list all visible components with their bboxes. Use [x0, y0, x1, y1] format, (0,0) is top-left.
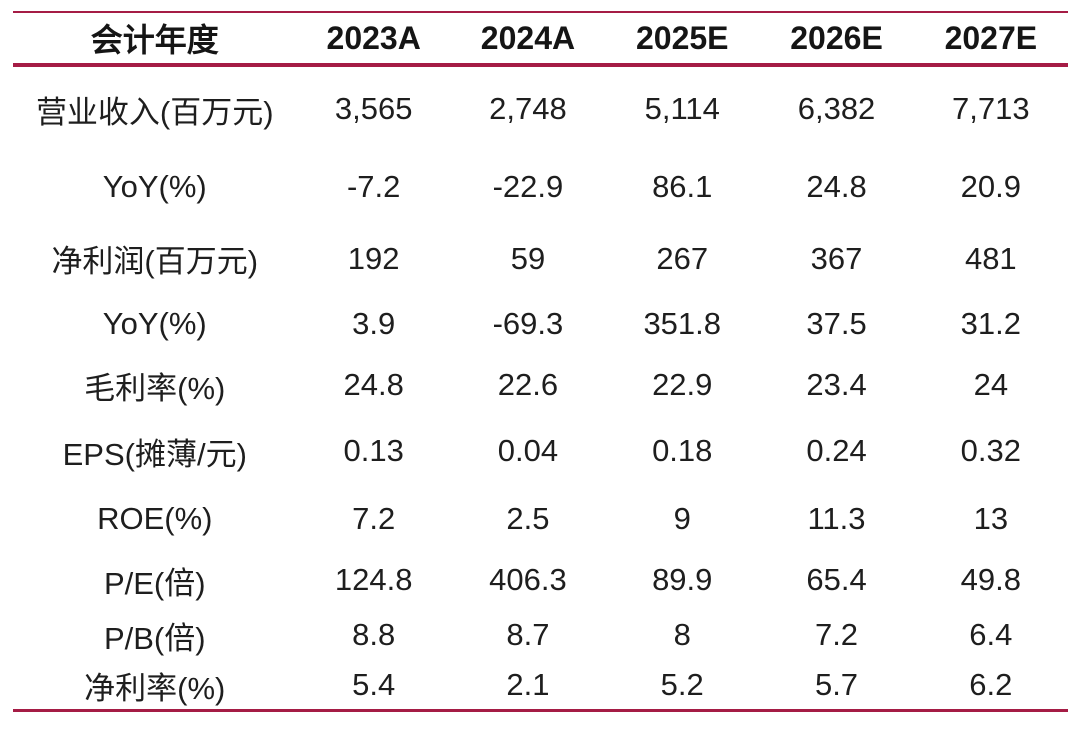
header-col-2023a: 2023A	[296, 12, 451, 67]
cell: 7.2	[352, 501, 396, 536]
cell: -7.2	[346, 169, 401, 204]
cell: 406.3	[489, 562, 567, 597]
cell: 0.04	[497, 433, 559, 468]
table-row: ROE(%) 7.2 2.5 9 11.3 13	[13, 486, 1068, 552]
cell: 8	[673, 617, 691, 652]
cell: 2,748	[489, 91, 567, 126]
row-label: 净利润(百万元)	[51, 244, 259, 279]
cell: 22.6	[497, 367, 559, 402]
header-col-2024a: 2024A	[450, 12, 606, 67]
cell: 5.2	[660, 667, 704, 703]
table-row: 毛利率(%) 24.8 22.6 22.9 23.4 24	[13, 354, 1068, 416]
cell: 367	[810, 240, 863, 276]
cell: 0.24	[806, 433, 867, 468]
cell: 5,114	[644, 91, 720, 126]
cell: 2.5	[506, 501, 550, 536]
cell: 24.8	[806, 169, 867, 204]
cell: 7.2	[814, 617, 859, 652]
cell: 481	[964, 240, 1017, 276]
cell: 0.32	[960, 433, 1021, 468]
table-row: P/B(倍) 8.8 8.7 8 7.2 6.4	[13, 608, 1068, 662]
header-col-2027e: 2027E	[913, 12, 1068, 67]
row-label: ROE(%)	[97, 501, 213, 536]
row-label: 净利率(%)	[84, 670, 226, 706]
table-row: YoY(%) 3.9 -69.3 351.8 37.5 31.2	[13, 294, 1068, 354]
cell: 3.9	[352, 306, 396, 341]
header-col-2025e: 2025E	[605, 12, 760, 67]
cell: -69.3	[492, 306, 564, 341]
header-label-fiscal-year: 会计年度	[13, 12, 297, 67]
cell: 192	[347, 240, 400, 276]
cell: 351.8	[643, 306, 722, 341]
cell: 8.7	[506, 617, 550, 652]
cell: 11.3	[807, 501, 866, 536]
cell: 6.4	[969, 617, 1013, 652]
row-label: EPS(摊薄/元)	[62, 436, 247, 472]
row-label: 毛利率(%)	[84, 370, 226, 406]
cell: 7,713	[952, 91, 1030, 126]
cell: 65.4	[806, 562, 867, 597]
cell: 24.8	[343, 367, 404, 402]
cell: 0.13	[343, 433, 404, 468]
cell: 124.8	[334, 562, 413, 597]
table-row: P/E(倍) 124.8 406.3 89.9 65.4 49.8	[13, 552, 1068, 608]
cell: 86.1	[652, 169, 713, 204]
cell: 22.9	[652, 367, 713, 402]
cell: 59	[510, 240, 546, 276]
table-row: 净利润(百万元) 192 59 267 367 481	[13, 223, 1068, 294]
cell: 37.5	[806, 306, 867, 341]
cell: 31.2	[960, 306, 1021, 341]
cell: 89.9	[652, 562, 713, 597]
row-label: P/E(倍)	[103, 565, 206, 601]
row-label: YoY(%)	[102, 169, 207, 204]
cell: 13	[973, 501, 1009, 536]
table-row: EPS(摊薄/元) 0.13 0.04 0.18 0.24 0.32	[13, 416, 1068, 486]
cell: 5.7	[814, 667, 859, 703]
cell: 9	[673, 501, 691, 536]
cell: 23.4	[806, 367, 867, 402]
row-label: YoY(%)	[102, 306, 207, 341]
table-body: 营业收入(百万元) 3,565 2,748 5,114 6,382 7,713 YoY(…	[13, 65, 1068, 710]
table-header: 会计年度 2023A 2024A 2025E 2026E 2027E	[13, 12, 1068, 67]
cell: -22.9	[492, 169, 564, 204]
cell: 267	[656, 240, 709, 276]
row-label: P/B(倍)	[103, 620, 206, 656]
table-row: YoY(%) -7.2 -22.9 86.1 24.8 20.9	[13, 151, 1068, 223]
header-col-2026e: 2026E	[759, 12, 914, 67]
cell: 6.2	[969, 667, 1013, 703]
cell: 20.9	[960, 169, 1021, 204]
table-row: 营业收入(百万元) 3,565 2,748 5,114 6,382 7,713	[13, 65, 1068, 151]
cell: 49.8	[960, 562, 1021, 597]
cell: 24	[973, 367, 1009, 402]
cell: 5.4	[352, 667, 396, 703]
table-row: 净利率(%) 5.4 2.1 5.2 5.7 6.2	[13, 662, 1068, 710]
header-row: 会计年度 2023A 2024A 2025E 2026E 2027E	[13, 12, 1068, 67]
cell: 2.1	[506, 667, 550, 703]
cell: 3,565	[334, 91, 413, 126]
cell: 8.8	[352, 617, 396, 652]
row-label: 营业收入(百万元)	[35, 94, 274, 130]
cell: 6,382	[797, 91, 876, 126]
financial-summary-table: 会计年度 2023A 2024A 2025E 2026E 2027E 营业收入(…	[13, 11, 1068, 712]
cell: 0.18	[652, 433, 713, 468]
